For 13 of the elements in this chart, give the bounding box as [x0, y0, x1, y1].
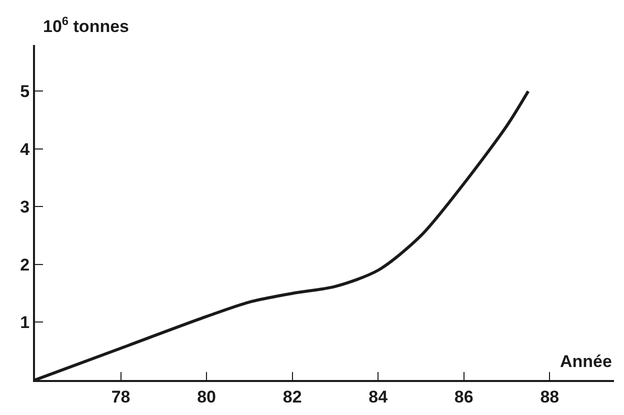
y-tick-label: 1	[20, 313, 30, 332]
y-tick-label: 2	[20, 255, 30, 274]
x-tick-label: 82	[282, 387, 302, 406]
x-tick-label: 78	[111, 387, 130, 406]
y-tick-label: 5	[20, 82, 30, 102]
x-tick-label: 88	[540, 387, 560, 406]
y-axis-title: 10$^{6}$ tonnes	[43, 14, 129, 36]
x-tick-label: 84	[368, 387, 388, 406]
y-tick-label: 4	[20, 140, 30, 159]
x-tick-label: 80	[197, 387, 216, 406]
x-tick-label: 86	[454, 387, 474, 406]
y-tick-label: 3	[20, 198, 30, 217]
x-axis-title: Année	[560, 352, 612, 371]
